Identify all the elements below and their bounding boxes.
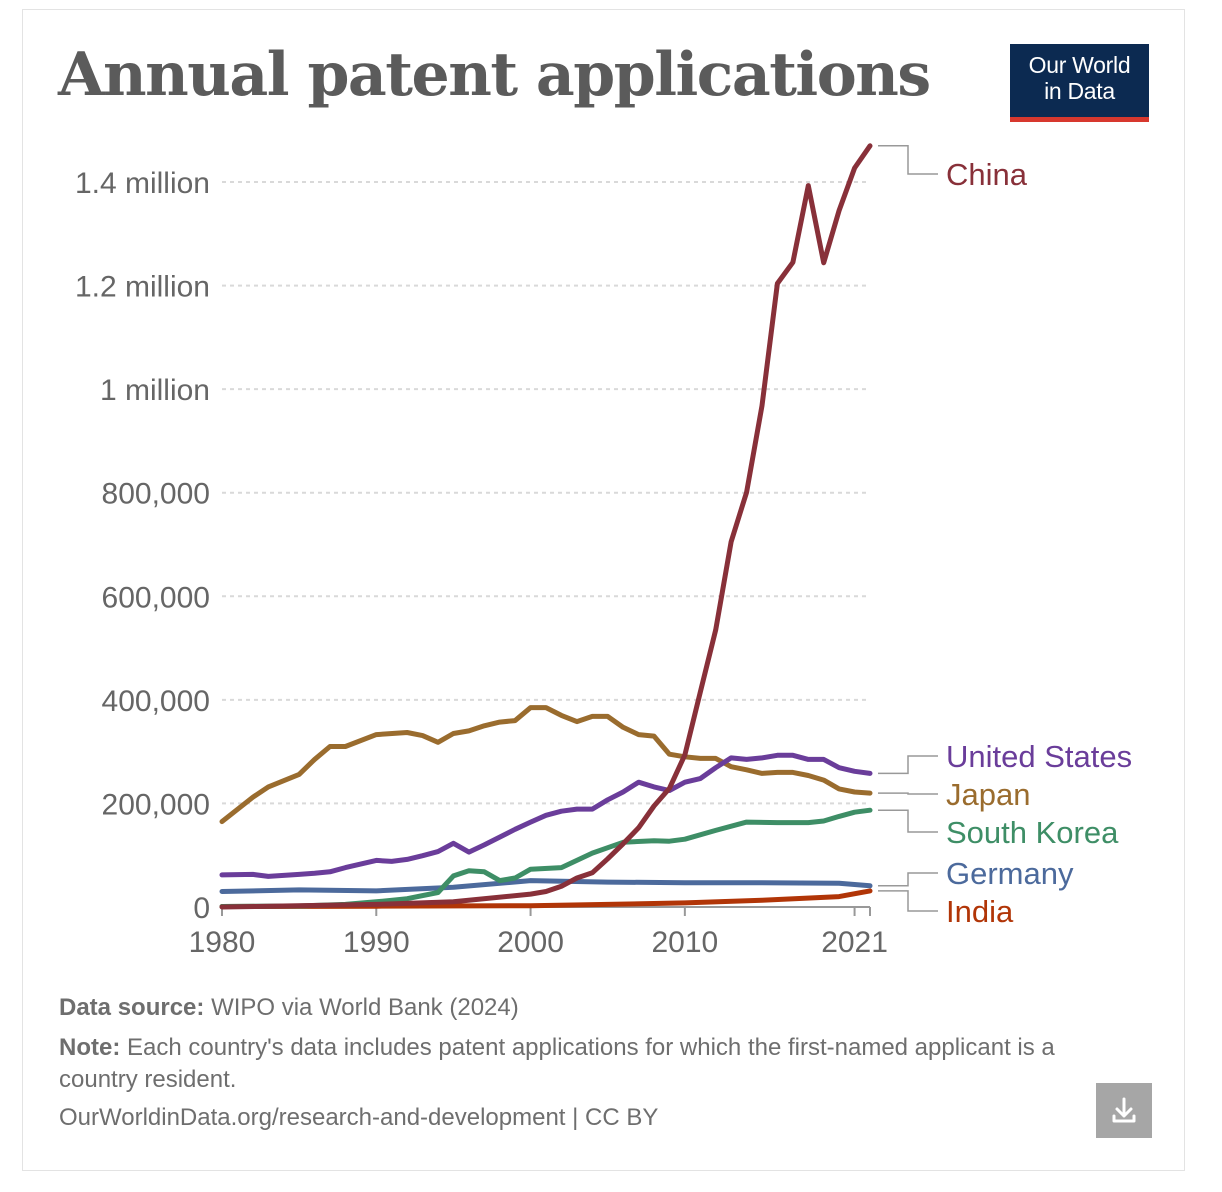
data-source: Data source: WIPO via World Bank (2024) (59, 992, 519, 1024)
y-tick-label: 1.2 million (75, 271, 210, 304)
logo-line-1: Our World (1028, 52, 1131, 78)
label-connector (878, 145, 938, 175)
y-tick-label: 800,000 (102, 478, 210, 511)
y-tick-label: 600,000 (102, 581, 210, 614)
y-tick-label: 400,000 (102, 685, 210, 718)
source-url: OurWorldinData.org/research-and-developm… (59, 1102, 658, 1134)
label-connector (878, 792, 938, 795)
owid-logo[interactable]: Our World in Data (1010, 44, 1149, 122)
label-connector (878, 755, 938, 775)
series-label-india[interactable]: India (946, 894, 1014, 929)
y-tick-label: 1 million (100, 374, 210, 407)
x-tick-label: 1980 (189, 926, 256, 959)
y-axis-ticks: 0 200,000 400,000 600,000 800,000 1 million 1.… (75, 167, 210, 925)
x-tick-label: 2021 (821, 926, 888, 959)
series-line-japan[interactable] (219, 705, 873, 825)
chart-frame (22, 9, 1185, 1171)
series-line-india[interactable] (219, 888, 873, 909)
page-title: Annual patent applications (58, 40, 931, 110)
x-tick-label: 2010 (651, 926, 718, 959)
label-connector (878, 809, 938, 833)
chart-note: Note: Each country's data includes paten… (59, 1032, 1089, 1096)
series-label-china[interactable]: China (946, 157, 1028, 192)
logo-line-2: in Data (1044, 78, 1115, 104)
label-connector (878, 872, 938, 887)
series-lines (219, 143, 873, 910)
download-button[interactable] (1096, 1083, 1152, 1138)
license-text: | CC BY (572, 1104, 659, 1131)
label-connector (878, 890, 938, 912)
x-tick-label: 1990 (343, 926, 410, 959)
series-label-south-korea[interactable]: South Korea (946, 815, 1119, 850)
data-source-label: Data source: (59, 994, 205, 1021)
note-text: Each country's data includes patent appl… (59, 1034, 1055, 1093)
y-tick-label: 0 (193, 892, 210, 925)
source-url-link[interactable]: OurWorldinData.org/research-and-developm… (59, 1104, 566, 1131)
x-tick-label: 2000 (497, 926, 564, 959)
download-icon (1112, 1097, 1136, 1123)
y-tick-label: 1.4 million (75, 167, 210, 200)
y-tick-label: 200,000 (102, 788, 210, 821)
series-line-united-states[interactable] (219, 752, 873, 879)
series-line-south-korea[interactable] (219, 807, 873, 909)
series-label-germany[interactable]: Germany (946, 856, 1074, 891)
gridlines (222, 181, 870, 805)
x-axis: 1980 1990 2000 2010 2021 (189, 906, 888, 959)
series-label-united-states[interactable]: United States (946, 739, 1132, 774)
note-label: Note: (59, 1034, 121, 1061)
data-source-text: WIPO via World Bank (2024) (211, 994, 519, 1021)
series-label-japan[interactable]: Japan (946, 777, 1030, 812)
series-line-china[interactable] (219, 143, 873, 910)
